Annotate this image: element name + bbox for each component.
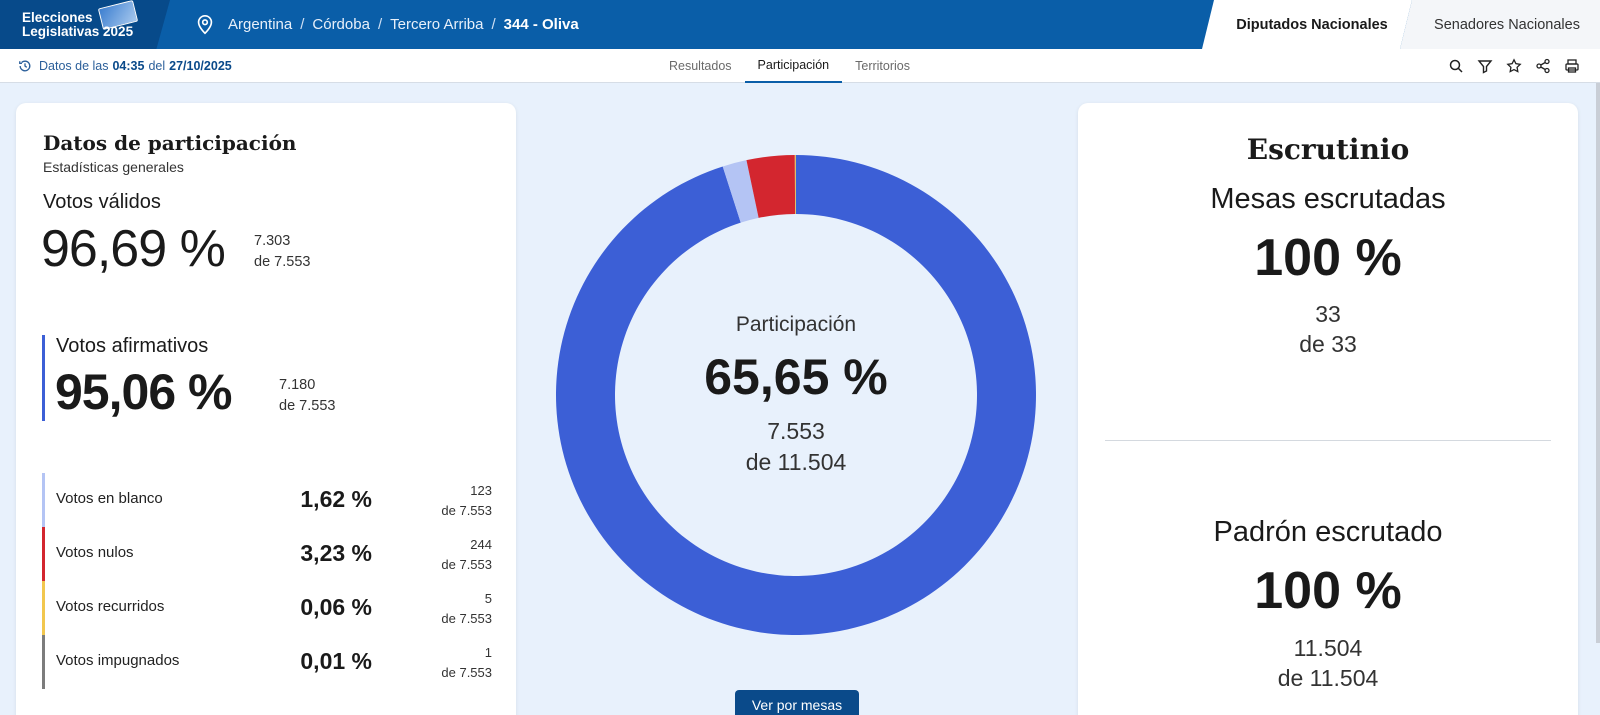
slice-nulos[interactable] [746, 155, 796, 218]
share-icon[interactable] [1535, 58, 1551, 74]
star-icon[interactable] [1506, 58, 1522, 74]
toolbar-actions [1448, 49, 1580, 83]
view-tabs: Resultados Participación Territorios [656, 49, 923, 83]
stat-row-appealed: Votos recurridos 0,06 % 5 de 7.553 [42, 581, 492, 635]
stat-value: 123 [470, 483, 492, 498]
padron-total: de 11.504 [1277, 665, 1379, 691]
update-prefix: Datos de las [39, 59, 109, 73]
stat-color-bar [42, 527, 45, 581]
participation-subtitle: Estadísticas generales [43, 159, 184, 175]
breadcrumb: Argentina / Córdoba / Tercero Arriba / 3… [194, 0, 579, 49]
scrutiny-title: Escrutinio [1246, 133, 1410, 166]
stat-row-challenged: Votos impugnados 0,01 % 1 de 7.553 [42, 635, 492, 689]
stat-color-bar [42, 635, 45, 689]
padron-count: 11.504 [1293, 635, 1363, 661]
affirmative-votes-percent: 95,06 % [55, 364, 232, 420]
stat-color-bar [42, 473, 45, 527]
logo-subtitle: Legislativas 2025 [22, 24, 134, 39]
tab-diputados[interactable]: Diputados Nacionales [1202, 0, 1412, 49]
stat-percent: 1,62 % [300, 486, 372, 512]
logo[interactable]: Elecciones Legislativas 2025 [0, 0, 170, 49]
stat-label: Votos en blanco [56, 490, 163, 507]
tab-territorios[interactable]: Territorios [855, 59, 910, 73]
stat-count: 5 de 7.553 [441, 589, 492, 629]
donut-center-label: Participación [735, 313, 857, 336]
affirmative-color-bar [42, 335, 45, 421]
stat-percent: 0,01 % [300, 648, 372, 674]
update-date: 27/10/2025 [169, 59, 232, 73]
mesas-total: de 33 [1299, 331, 1357, 357]
participation-title: Datos de participación [43, 131, 297, 155]
affirmative-votes-value: 7.180 [279, 377, 316, 393]
affirmative-votes-count: 7.180 de 7.553 [279, 375, 335, 417]
update-time: 04:35 [112, 59, 145, 73]
tab-senadores[interactable]: Senadores Nacionales [1400, 0, 1600, 49]
stat-count: 1 de 7.553 [441, 643, 492, 683]
slice-recurridos[interactable] [794, 155, 796, 215]
participation-donut-chart [556, 155, 1036, 635]
mesas-label: Mesas escrutadas [1210, 183, 1446, 215]
page-scrollbar[interactable] [1596, 83, 1600, 643]
stat-total: de 7.553 [441, 503, 492, 518]
tab-participacion[interactable]: Participación [744, 49, 843, 83]
donut-center-total: de 11.504 [745, 449, 847, 475]
stat-total: de 7.553 [441, 611, 492, 626]
sub-toolbar: Datos de las 04:35 del 27/10/2025 Result… [0, 49, 1600, 83]
chamber-tabs: Diputados Nacionales Senadores Nacionale… [1202, 0, 1600, 49]
refresh-clock-icon [19, 60, 31, 72]
stat-row-blank: Votos en blanco 1,62 % 123 de 7.553 [42, 473, 492, 527]
divider [1105, 440, 1551, 441]
breadcrumb-separator: / [377, 16, 383, 33]
padron-label: Padrón escrutado [1213, 516, 1443, 548]
breadcrumb-province[interactable]: Córdoba [312, 16, 370, 33]
participation-card: Datos de participación Estadísticas gene… [16, 103, 516, 715]
ver-por-mesas-button[interactable]: Ver por mesas [735, 690, 859, 715]
valid-votes-label: Votos válidos [43, 191, 161, 213]
location-pin-icon [197, 14, 213, 34]
donut-center-count: 7.553 [767, 418, 825, 444]
update-mid: del [148, 59, 166, 73]
stat-percent: 3,23 % [300, 540, 372, 566]
stat-value: 1 [484, 645, 492, 660]
valid-votes-total: de 7.553 [254, 254, 311, 270]
stat-total: de 7.553 [441, 557, 492, 572]
breadcrumb-separator: / [491, 16, 496, 33]
affirmative-votes-label: Votos afirmativos [56, 335, 209, 357]
logo-title: Elecciones [22, 10, 93, 25]
valid-votes-percent: 96,69 % [41, 220, 226, 278]
stat-percent: 0,06 % [300, 594, 372, 620]
stat-color-bar [42, 581, 45, 635]
tab-resultados[interactable]: Resultados [669, 59, 732, 73]
stat-label: Votos recurridos [56, 598, 165, 615]
filter-icon[interactable] [1477, 58, 1493, 74]
print-icon[interactable] [1564, 58, 1580, 74]
stat-count: 123 de 7.553 [441, 481, 492, 521]
slice-blanco[interactable] [722, 160, 759, 223]
stat-row-null: Votos nulos 3,23 % 244 de 7.553 [42, 527, 492, 581]
stat-label: Votos impugnados [56, 652, 180, 669]
scrutiny-card: Escrutinio Mesas escrutadas 100 % 33 de … [1078, 103, 1578, 715]
breadcrumb-section[interactable]: Tercero Arriba [390, 16, 484, 33]
valid-votes-value: 7.303 [254, 233, 291, 249]
donut-center-percent: 65,65 % [704, 349, 888, 405]
mesas-count: 33 [1315, 301, 1341, 327]
stat-value: 244 [470, 537, 492, 552]
affirmative-votes-total: de 7.553 [279, 398, 336, 414]
breadcrumb-circuit: 344 - Oliva [503, 16, 579, 33]
search-icon[interactable] [1448, 58, 1464, 74]
breadcrumb-separator: / [300, 16, 305, 33]
stat-value: 5 [484, 591, 492, 606]
stat-count: 244 de 7.553 [441, 535, 492, 575]
stat-label: Votos nulos [56, 544, 134, 561]
valid-votes-count: 7.303 de 7.553 [254, 231, 310, 273]
breadcrumb-country[interactable]: Argentina [228, 16, 293, 33]
padron-percent: 100 % [1254, 562, 1402, 620]
stat-total: de 7.553 [441, 665, 492, 680]
update-timestamp: Datos de las 04:35 del 27/10/2025 [18, 49, 236, 83]
mesas-percent: 100 % [1254, 229, 1402, 287]
top-header: Elecciones Legislativas 2025 Argentina /… [0, 0, 1600, 49]
